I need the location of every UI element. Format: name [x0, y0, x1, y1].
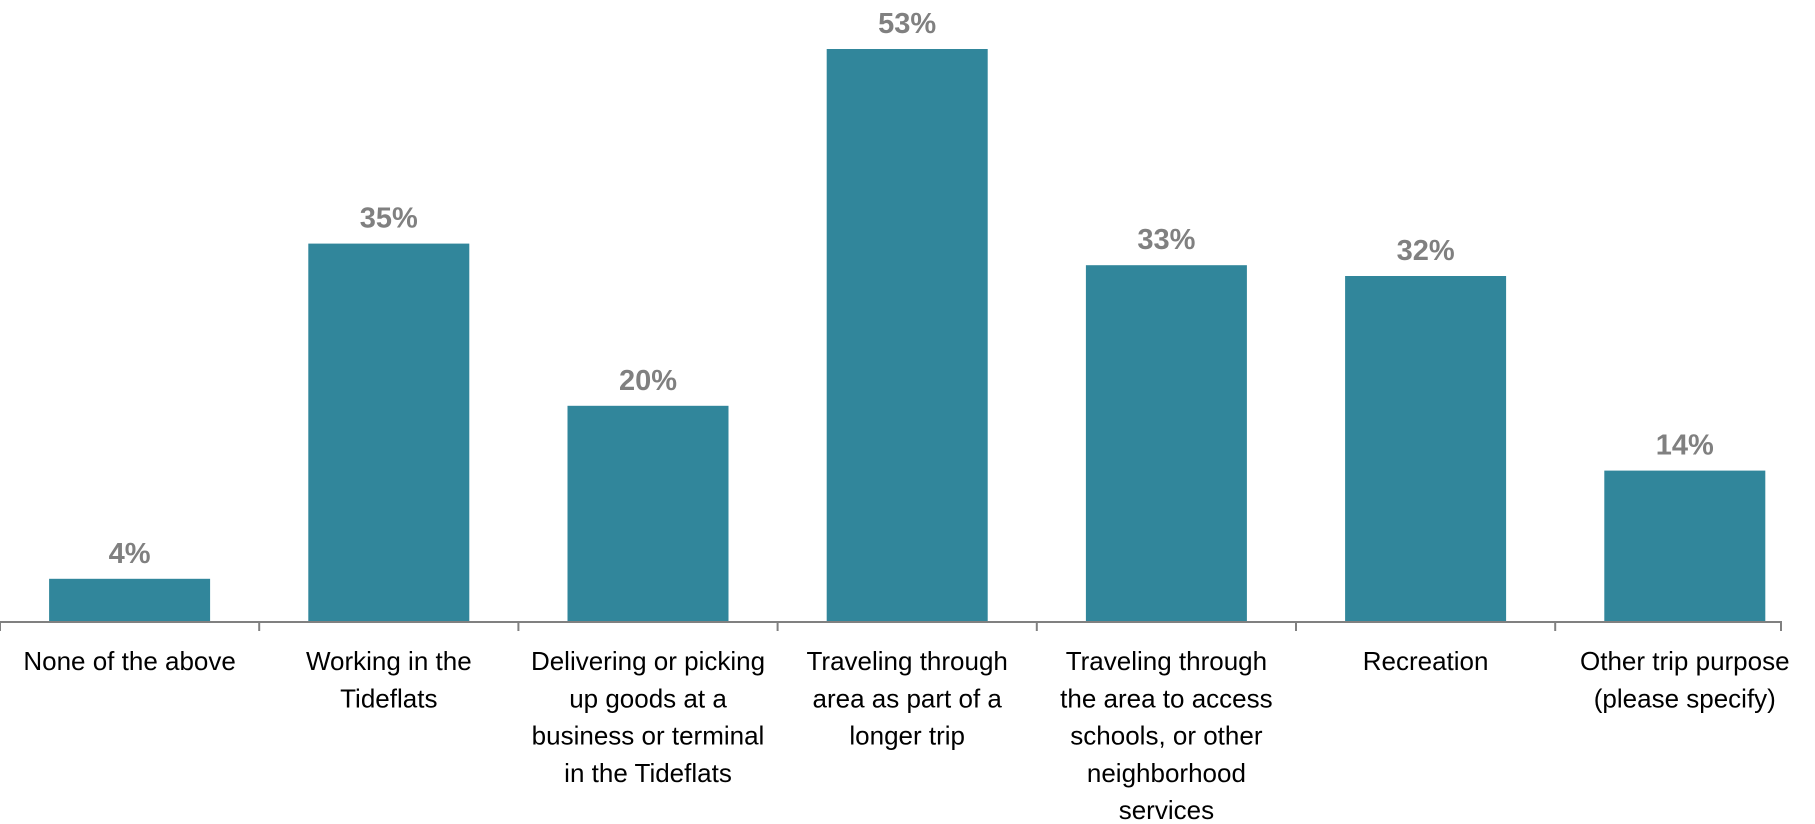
x-axis-group — [0, 622, 1782, 631]
category-label-line: services — [1119, 795, 1214, 824]
bar — [1604, 471, 1765, 622]
category-labels-group: None of the above Working in the Tideflats… — [23, 646, 1789, 824]
bar — [308, 244, 469, 622]
bar — [1086, 265, 1247, 622]
category-label-line: Traveling through — [1066, 646, 1267, 676]
category-label-line: up goods at a — [569, 683, 727, 713]
category-label-line: Recreation — [1363, 646, 1489, 676]
category-label: None of the above — [23, 646, 236, 676]
bar — [568, 406, 729, 622]
category-label-line: area as part of a — [813, 683, 1003, 713]
category-label-line: the area to access — [1060, 683, 1272, 713]
bar-value-label: 4% — [109, 538, 151, 570]
category-label-line: neighborhood — [1087, 758, 1246, 788]
bar-value-label: 35% — [360, 203, 418, 235]
category-label: Other trip purpose (please specify) — [1580, 646, 1790, 713]
bars-group — [49, 49, 1765, 622]
bar-value-label: 14% — [1656, 430, 1714, 462]
category-label-line: Traveling through — [807, 646, 1008, 676]
category-label: Traveling through area as part of a longer… — [807, 646, 1008, 751]
category-label-line: longer trip — [849, 721, 965, 751]
bar — [49, 579, 210, 622]
bar-value-label: 53% — [878, 8, 936, 40]
bar-value-label: 32% — [1397, 235, 1455, 267]
category-label: Recreation — [1363, 646, 1489, 676]
category-label-line: in the Tideflats — [564, 758, 732, 788]
bar — [1345, 276, 1506, 622]
category-label: Traveling through the area to access schoo… — [1060, 646, 1272, 824]
category-label: Working in the Tideflats — [306, 646, 472, 713]
category-label-line: business or terminal — [532, 721, 765, 751]
category-label: Delivering or picking up goods at a busine… — [531, 646, 765, 788]
category-label-line: Tideflats — [340, 683, 437, 713]
category-label-line: Working in the — [306, 646, 472, 676]
bar-value-label: 20% — [619, 365, 677, 397]
category-label-line: (please specify) — [1594, 683, 1776, 713]
bar-value-label: 33% — [1137, 224, 1195, 256]
category-label-line: Delivering or picking — [531, 646, 765, 676]
bar — [827, 49, 988, 622]
category-label-line: None of the above — [23, 646, 236, 676]
category-label-line: Other trip purpose — [1580, 646, 1790, 676]
category-label-line: schools, or other — [1070, 721, 1263, 751]
